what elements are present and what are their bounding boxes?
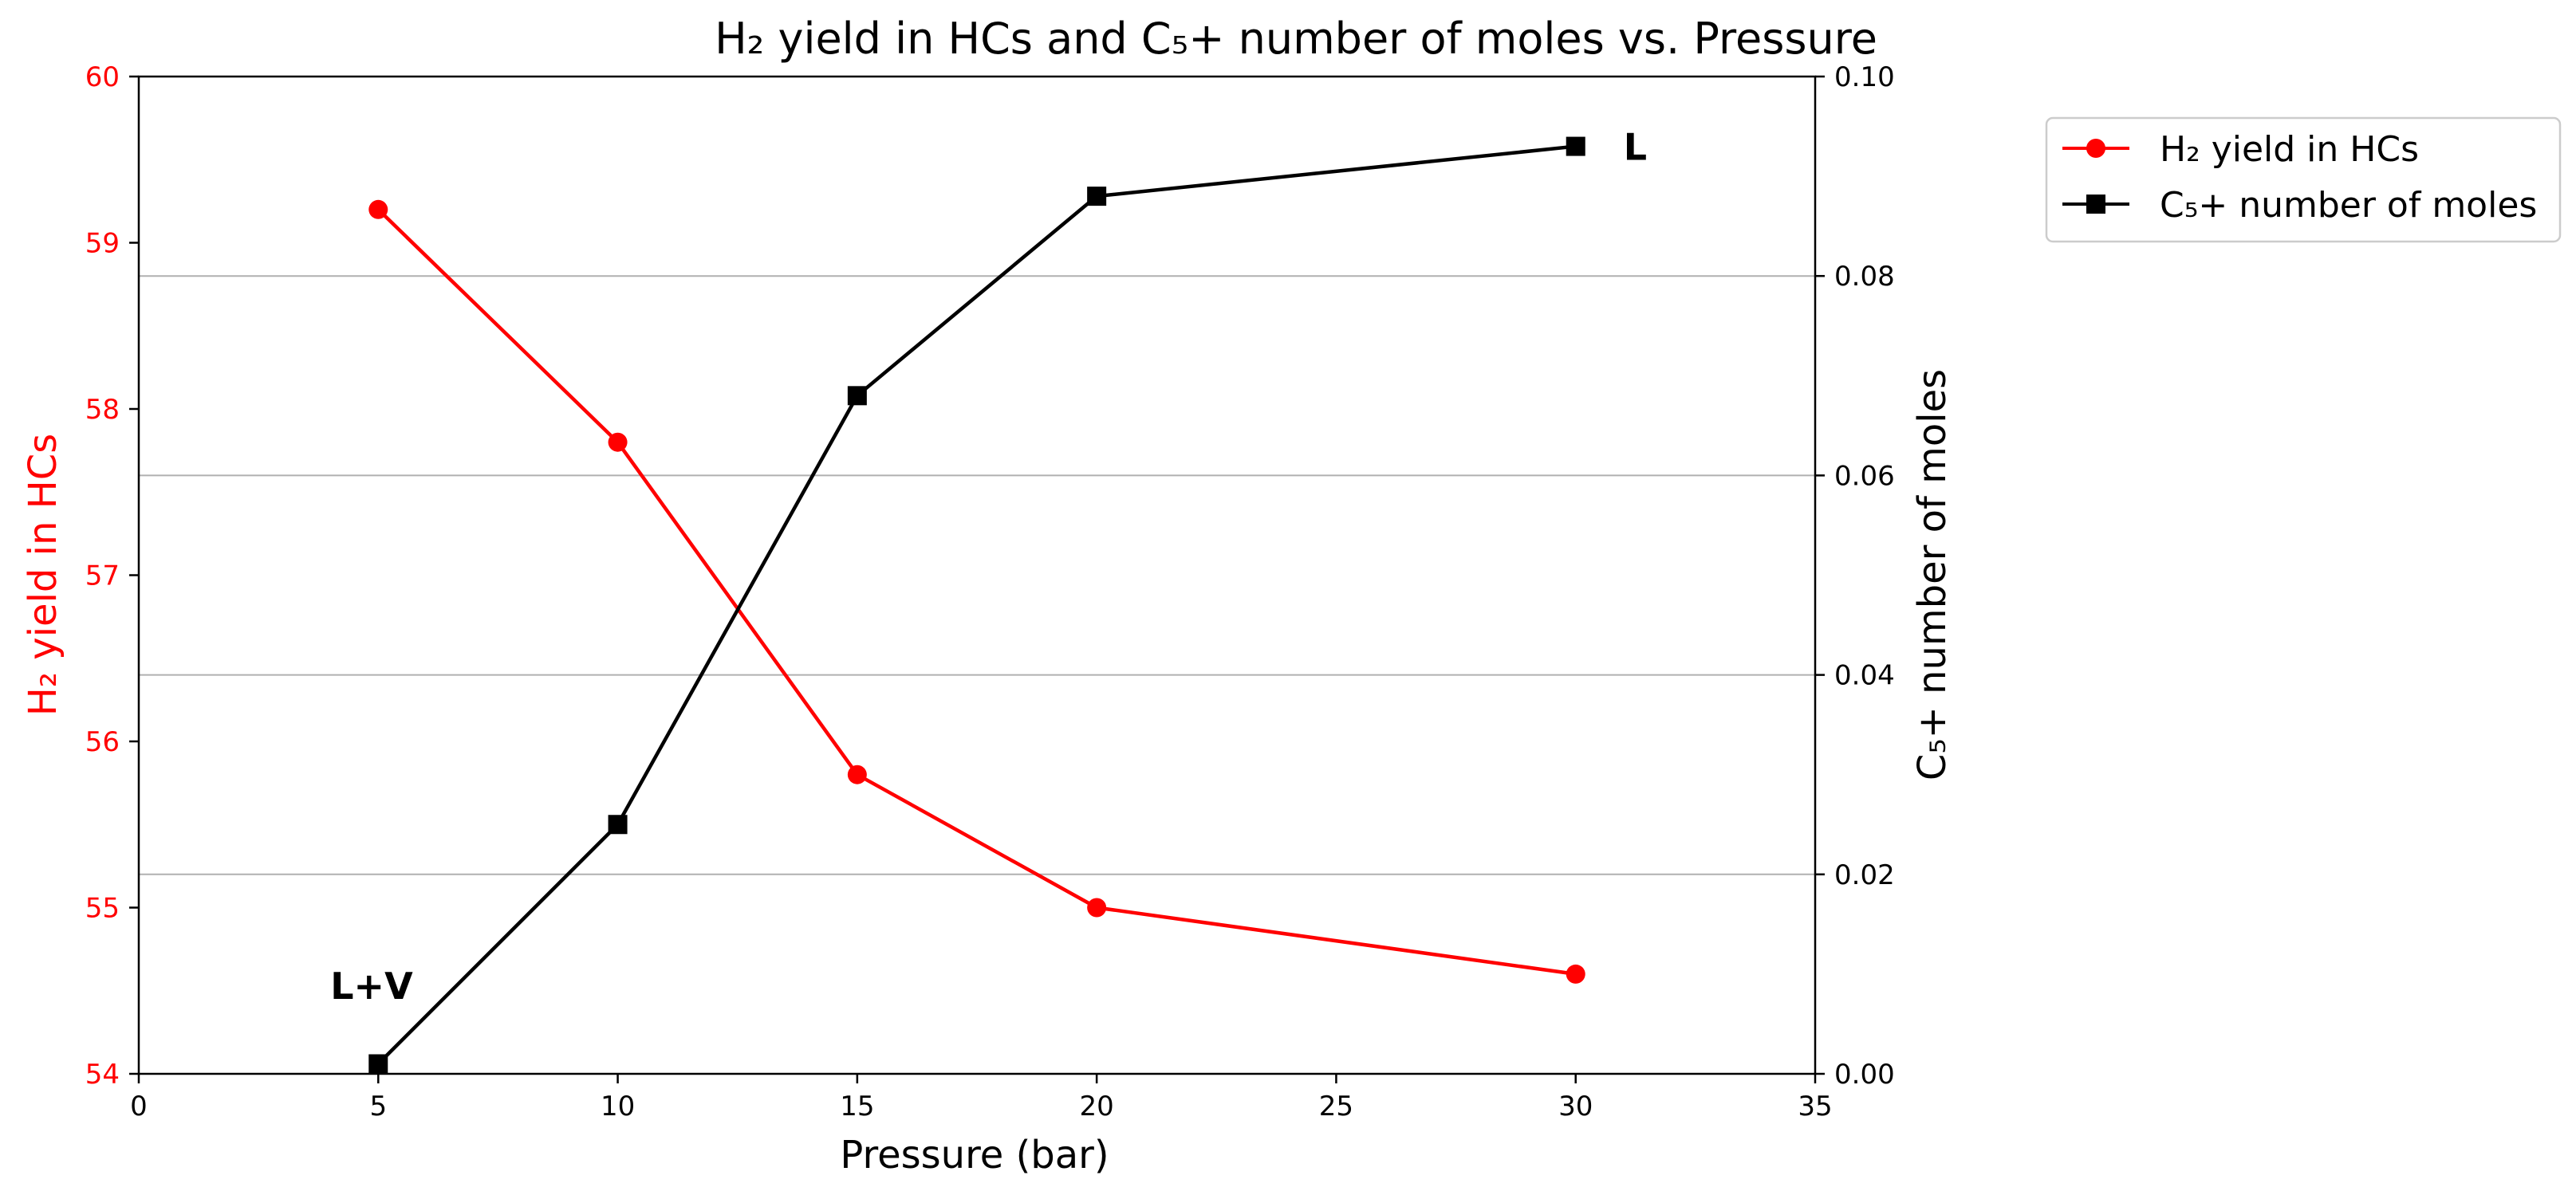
y-axis-label-left: H₂ yield in HCs [21, 434, 65, 717]
grid-layer [139, 275, 1815, 875]
y-left-tick-label: 59 [85, 228, 120, 260]
data-point-0 [1087, 898, 1107, 918]
x-axis-label: Pressure (bar) [840, 1133, 1109, 1177]
x-tick-label: 10 [601, 1091, 635, 1122]
data-point-1 [847, 386, 867, 406]
y-left-tick-label: 54 [85, 1059, 120, 1091]
data-point-1 [1087, 187, 1107, 206]
x-tick-label: 25 [1319, 1091, 1353, 1122]
y-left-tick-label: 57 [85, 560, 120, 592]
y-left-tick-label: 58 [85, 394, 120, 426]
chart-title: H₂ yield in HCs and C₅+ number of moles … [715, 14, 1877, 64]
y-right-tick-label: 0.00 [1834, 1059, 1895, 1091]
x-tick-label: 30 [1558, 1091, 1593, 1122]
y-right-tick-label: 0.04 [1834, 660, 1895, 692]
y-left-tick-label: 60 [85, 61, 120, 93]
y-right-tick-label: 0.06 [1834, 460, 1895, 492]
data-point-1 [1566, 136, 1585, 156]
legend-entry-h2-yield: H₂ yield in HCs [2062, 129, 2419, 170]
axis-layer: 0 5 10 15 20 25 30 35 54 55 56 57 58 59 60 0.00 0.02 0.04… [85, 61, 1895, 1122]
data-point-1 [368, 1054, 388, 1074]
legend-frame [2045, 116, 2562, 243]
legend-marker-c5-moles [2086, 195, 2105, 214]
y-left-tick-label: 55 [85, 893, 120, 925]
annotation-l: L [1624, 125, 1647, 168]
y-left-tick-label: 56 [85, 726, 120, 758]
y-axis-label-right: C₅+ number of moles [1910, 369, 1955, 780]
y-right-tick-label: 0.02 [1834, 859, 1895, 891]
legend: H₂ yield in HCs C₅+ number of moles [2045, 116, 2562, 243]
data-point-1 [608, 815, 628, 835]
x-tick-label: 15 [840, 1091, 874, 1122]
annotation-l-plus-v: L+V [330, 965, 413, 1008]
data-point-0 [608, 432, 628, 452]
data-point-0 [847, 765, 867, 784]
legend-marker-h2-yield [2086, 139, 2105, 158]
x-tick-label: 0 [130, 1091, 148, 1122]
legend-label-c5-moles: C₅+ number of moles [2160, 185, 2537, 226]
x-tick-label: 5 [369, 1091, 387, 1122]
annotation-label: L [1624, 125, 1647, 168]
x-tick-label: 35 [1798, 1091, 1832, 1122]
y-right-tick-label: 0.08 [1834, 261, 1895, 293]
annotation-label: L+V [330, 965, 413, 1008]
data-point-0 [1566, 964, 1585, 984]
x-tick-label: 20 [1080, 1091, 1114, 1122]
y-right-tick-label: 0.10 [1834, 61, 1895, 93]
legend-label-h2-yield: H₂ yield in HCs [2160, 129, 2419, 170]
data-point-0 [368, 199, 388, 219]
series-layer [368, 136, 1585, 1074]
legend-entry-c5-moles: C₅+ number of moles [2062, 185, 2537, 226]
